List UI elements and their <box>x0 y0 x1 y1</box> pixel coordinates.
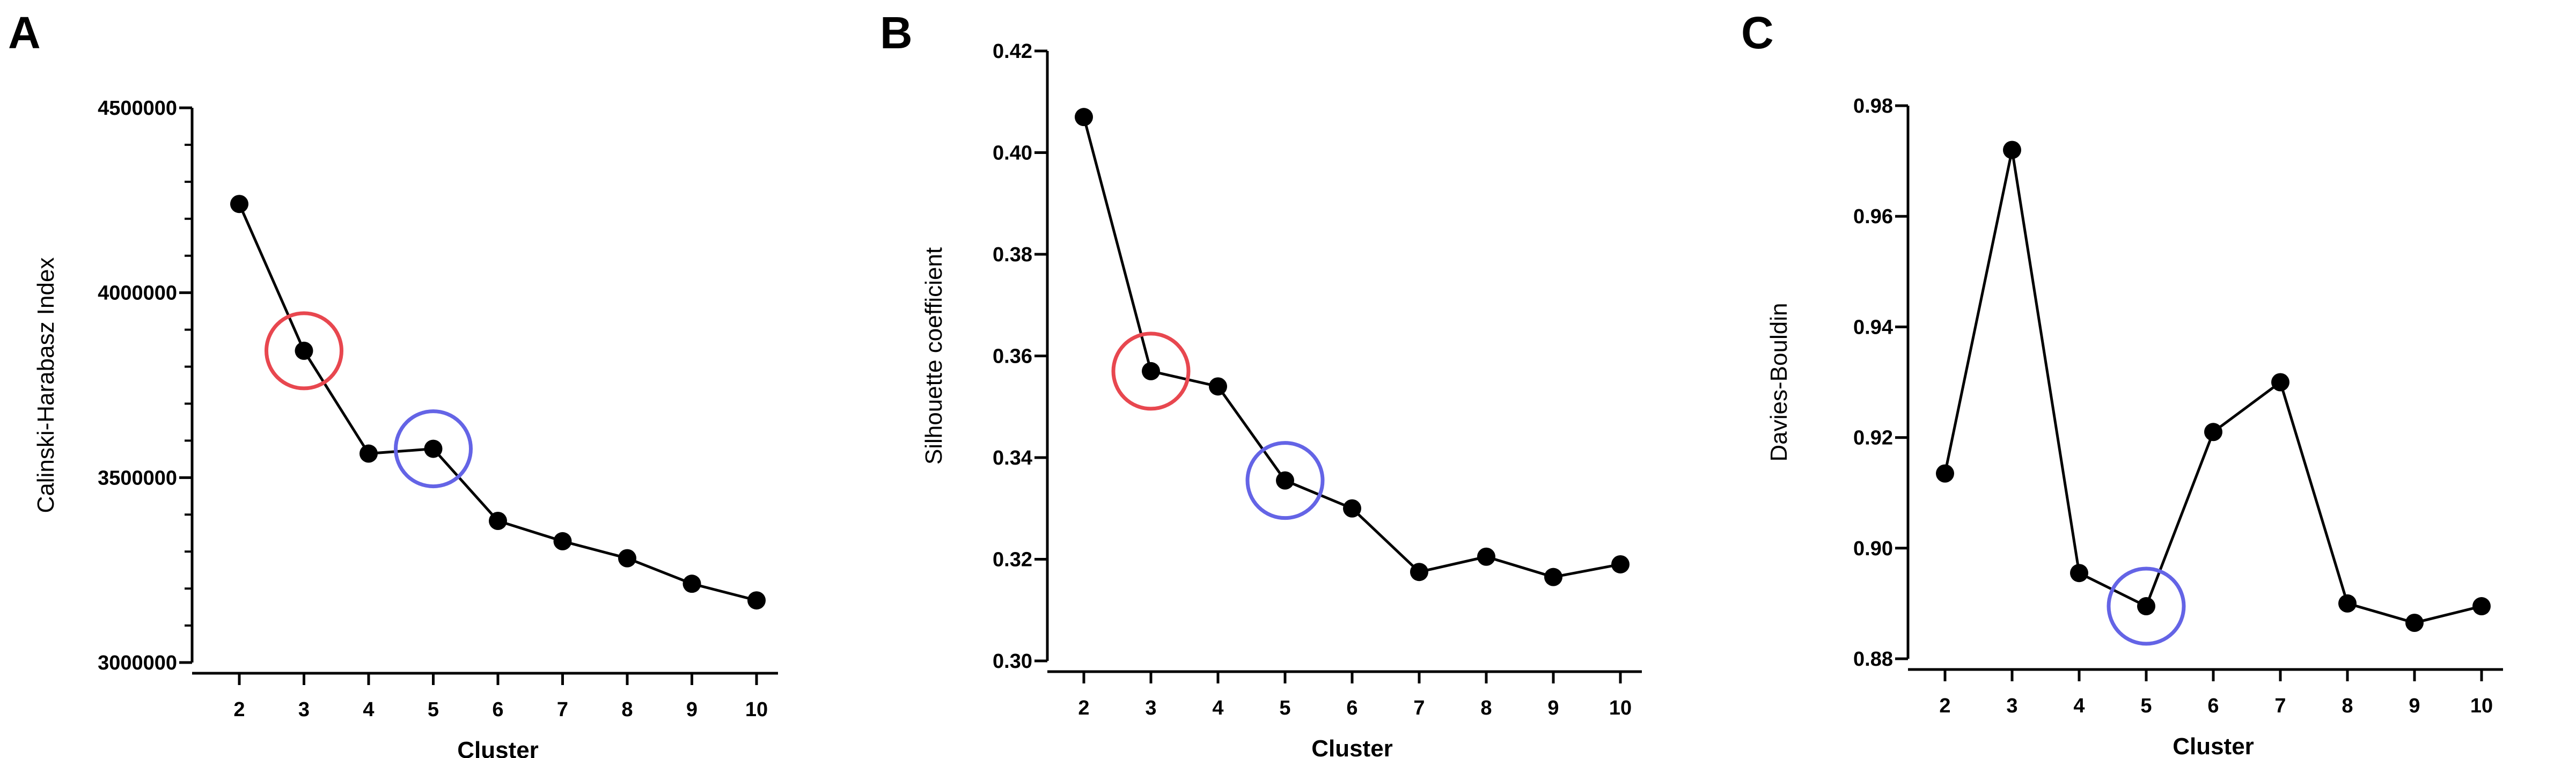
x-tick-label: 3 <box>298 698 310 721</box>
data-point <box>2338 594 2357 613</box>
x-tick-label: 2 <box>1078 697 1089 719</box>
highlight-circle <box>265 311 343 391</box>
x-tick-label: 7 <box>557 698 568 721</box>
data-point <box>2271 373 2289 392</box>
y-tick-label: 0.36 <box>993 345 1032 368</box>
x-tick-label: 6 <box>1346 697 1357 719</box>
data-point <box>1075 108 1093 127</box>
panel-letter: C <box>1741 8 1774 58</box>
x-tick-label: 5 <box>1279 697 1290 719</box>
x-tick-label: 6 <box>492 698 503 721</box>
data-point <box>2405 613 2424 632</box>
data-point <box>1611 555 1630 573</box>
data-point <box>618 549 636 568</box>
panel-c: C 0.88 0.90 0.92 0.94 0.96 0.98 2 3 4 5 6 7 8 9 10 Clust… <box>1741 8 2503 758</box>
x-tick-label: 9 <box>686 698 698 721</box>
y-axis-title: Calinski-Harabasz Index <box>33 257 59 513</box>
x-axis-title: Cluster <box>1311 735 1393 758</box>
x-tick-label: 9 <box>2409 695 2420 717</box>
highlight-circle <box>2107 566 2186 646</box>
x-tick-label: 2 <box>233 698 245 721</box>
series-line <box>238 203 757 602</box>
series-line <box>1943 149 2482 624</box>
x-tick-label: 5 <box>2140 695 2152 717</box>
y-tick-label: 0.40 <box>993 142 1032 165</box>
y-tick-label: 0.32 <box>993 549 1032 571</box>
y-tick-label: 4500000 <box>98 97 177 120</box>
data-point <box>1410 563 1428 582</box>
y-tick-label: 0.94 <box>1853 316 1893 338</box>
x-tick-label: 4 <box>363 698 374 721</box>
x-tick-label: 2 <box>1939 695 1950 717</box>
x-tick-label: 10 <box>2470 695 2493 717</box>
data-point <box>682 575 701 593</box>
highlight-circle <box>1111 332 1191 411</box>
data-point <box>424 439 443 458</box>
highlight-circle <box>394 409 473 489</box>
x-tick-label: 10 <box>745 698 768 721</box>
data-point <box>1544 568 1562 586</box>
y-tick-label: 0.30 <box>993 650 1032 673</box>
panel-a: A 3000000 3500000 4000000 4500000 2 3 4 5 6 7 8 9 10 C… <box>8 8 778 758</box>
x-tick-label: 10 <box>1609 697 1632 719</box>
data-point <box>1142 362 1160 380</box>
y-tick-label: 0.90 <box>1853 538 1893 560</box>
y-axis-title: Davies-Bouldin <box>1766 303 1792 462</box>
y-tick-label: 3000000 <box>98 652 177 674</box>
x-tick-label: 6 <box>2207 695 2219 717</box>
data-point <box>2003 141 2021 159</box>
y-tick-label: 0.34 <box>993 447 1032 469</box>
x-tick-label: 7 <box>1413 697 1425 719</box>
data-point <box>747 591 766 610</box>
data-point <box>1936 464 1954 483</box>
x-axis-title: Cluster <box>457 737 539 758</box>
data-point <box>2070 564 2088 583</box>
y-tick-label: 4000000 <box>98 282 177 305</box>
x-tick-label: 5 <box>428 698 439 721</box>
y-tick-label: 3500000 <box>98 467 177 489</box>
data-point <box>2472 597 2491 616</box>
y-axis-title: Silhouette coefficient <box>921 247 947 465</box>
x-tick-label: 3 <box>1145 697 1156 719</box>
y-tick-label: 0.88 <box>1853 648 1893 671</box>
data-point <box>2137 597 2155 616</box>
x-tick-label: 8 <box>1480 697 1492 719</box>
panel-letter: A <box>8 8 41 58</box>
data-point <box>230 195 248 214</box>
data-point <box>1477 547 1495 566</box>
y-tick-label: 0.92 <box>1853 427 1893 450</box>
x-tick-label: 7 <box>2274 695 2286 717</box>
panel-letter: B <box>880 8 913 58</box>
data-point <box>295 341 313 360</box>
data-point <box>553 532 572 550</box>
y-tick-label: 0.98 <box>1853 95 1893 117</box>
data-point <box>2204 423 2222 441</box>
y-tick-label: 0.96 <box>1853 205 1893 228</box>
highlight-circle <box>1245 441 1325 520</box>
y-tick-label: 0.42 <box>993 40 1032 63</box>
panel-b: B 0.30 0.32 0.34 0.36 0.38 0.40 0.42 2 3 4 5 6 7 8 9 10 C… <box>880 8 1642 758</box>
x-tick-label: 3 <box>2006 695 2017 717</box>
data-point <box>359 444 378 463</box>
x-tick-label: 4 <box>2073 695 2085 717</box>
x-tick-label: 4 <box>1212 697 1223 719</box>
x-axis-title: Cluster <box>2173 733 2254 758</box>
y-tick-label: 0.38 <box>993 244 1032 266</box>
data-point <box>1209 377 1227 396</box>
x-tick-label: 9 <box>1547 697 1559 719</box>
data-point <box>1276 471 1294 490</box>
x-tick-label: 8 <box>621 698 633 721</box>
data-point <box>489 511 507 530</box>
x-tick-label: 8 <box>2342 695 2353 717</box>
data-point <box>1343 499 1361 518</box>
